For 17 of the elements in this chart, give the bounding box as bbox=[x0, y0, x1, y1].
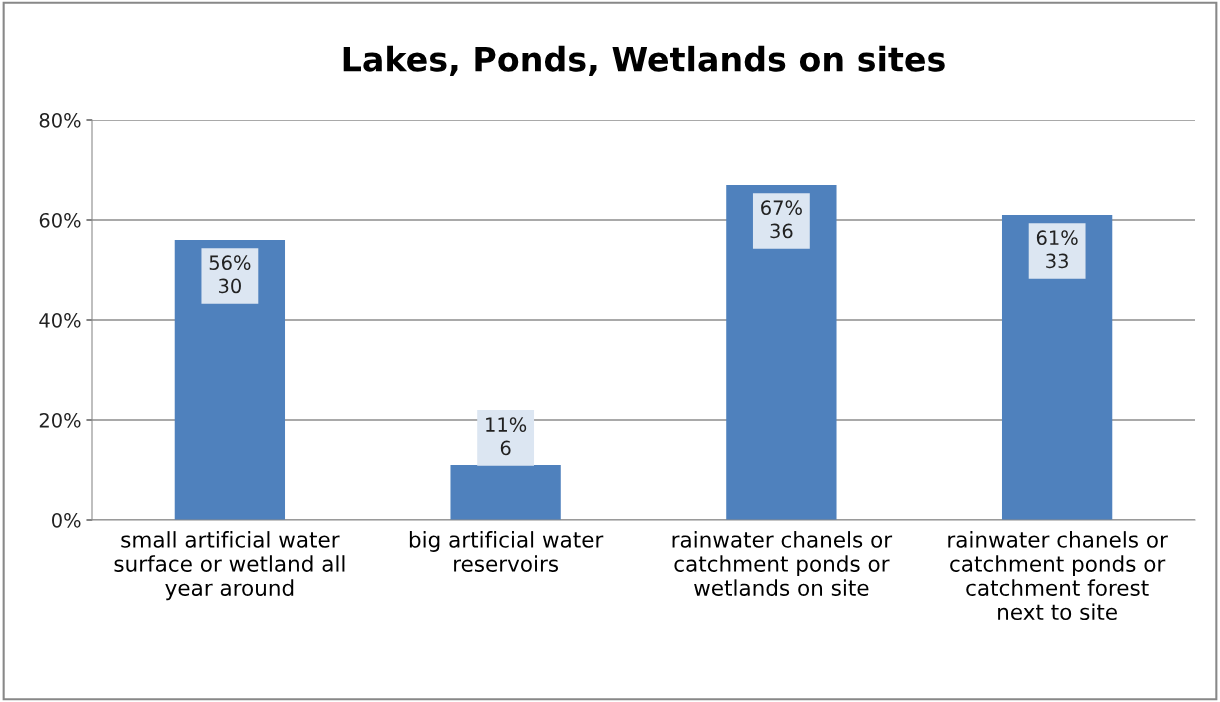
bar bbox=[726, 185, 837, 520]
bar bbox=[1001, 215, 1113, 520]
y-tick-label: 0% bbox=[52, 512, 81, 528]
data-label: 67% 36 bbox=[761, 200, 802, 239]
y-tick-label: 60% bbox=[39, 212, 81, 228]
data-label: 56% 30 bbox=[209, 255, 251, 294]
y-tick-label: 20% bbox=[39, 412, 81, 428]
x-tick-label: rainwater chanels or catchment ponds or catchment forest next to site bbox=[948, 531, 1168, 621]
x-tick-label: rainwater chanels or catchment ponds or wetlands on site bbox=[672, 531, 893, 596]
bar bbox=[174, 240, 286, 520]
y-tick-label: 40% bbox=[39, 312, 81, 328]
chart-title: Lakes, Ponds, Wetlands on sites bbox=[343, 45, 945, 76]
data-label: 61% 33 bbox=[1036, 230, 1078, 269]
x-tick-label: small artificial water surface or wetland all year around bbox=[114, 531, 345, 601]
data-label: 11% 6 bbox=[486, 417, 527, 456]
y-tick-label: 80% bbox=[39, 112, 81, 128]
x-tick-label: big artificial water reservoirs bbox=[409, 531, 604, 572]
